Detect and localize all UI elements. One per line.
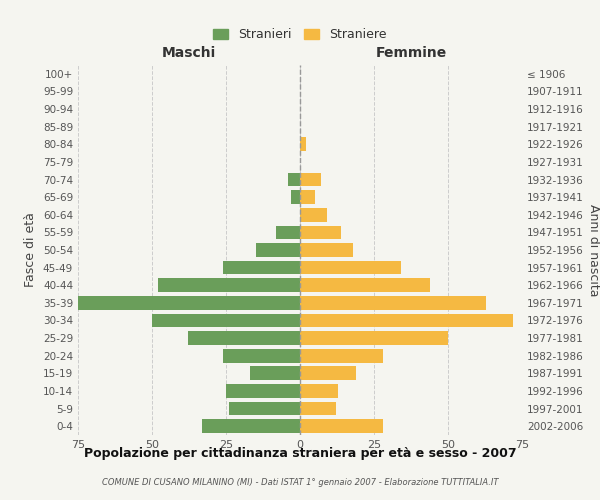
Legend: Stranieri, Straniere: Stranieri, Straniere — [208, 23, 392, 46]
Bar — [300, 402, 335, 415]
Bar — [152, 314, 300, 328]
Text: Femmine: Femmine — [376, 46, 446, 60]
Bar — [226, 384, 300, 398]
Text: Popolazione per cittadinanza straniera per età e sesso - 2007: Popolazione per cittadinanza straniera p… — [83, 448, 517, 460]
Bar — [300, 349, 383, 362]
Bar — [291, 190, 300, 204]
Y-axis label: Anni di nascita: Anni di nascita — [587, 204, 600, 296]
Y-axis label: Fasce di età: Fasce di età — [25, 212, 37, 288]
Bar — [300, 190, 315, 204]
Bar — [300, 420, 383, 433]
Bar — [188, 331, 300, 345]
Bar — [202, 420, 300, 433]
Bar — [300, 314, 513, 328]
Bar — [300, 208, 326, 222]
Bar — [300, 226, 341, 239]
Bar — [300, 278, 430, 292]
Bar — [300, 384, 338, 398]
Bar — [300, 138, 306, 151]
Bar — [300, 331, 448, 345]
Bar — [158, 278, 300, 292]
Text: COMUNE DI CUSANO MILANINO (MI) - Dati ISTAT 1° gennaio 2007 - Elaborazione TUTTI: COMUNE DI CUSANO MILANINO (MI) - Dati IS… — [102, 478, 498, 487]
Bar — [223, 349, 300, 362]
Bar — [300, 366, 356, 380]
Bar — [256, 243, 300, 257]
Bar — [300, 296, 487, 310]
Bar — [78, 296, 300, 310]
Bar — [288, 172, 300, 186]
Bar — [250, 366, 300, 380]
Bar — [300, 243, 353, 257]
Bar — [300, 172, 321, 186]
Bar — [277, 226, 300, 239]
Text: Maschi: Maschi — [162, 46, 216, 60]
Bar — [300, 260, 401, 274]
Bar — [223, 260, 300, 274]
Bar — [229, 402, 300, 415]
